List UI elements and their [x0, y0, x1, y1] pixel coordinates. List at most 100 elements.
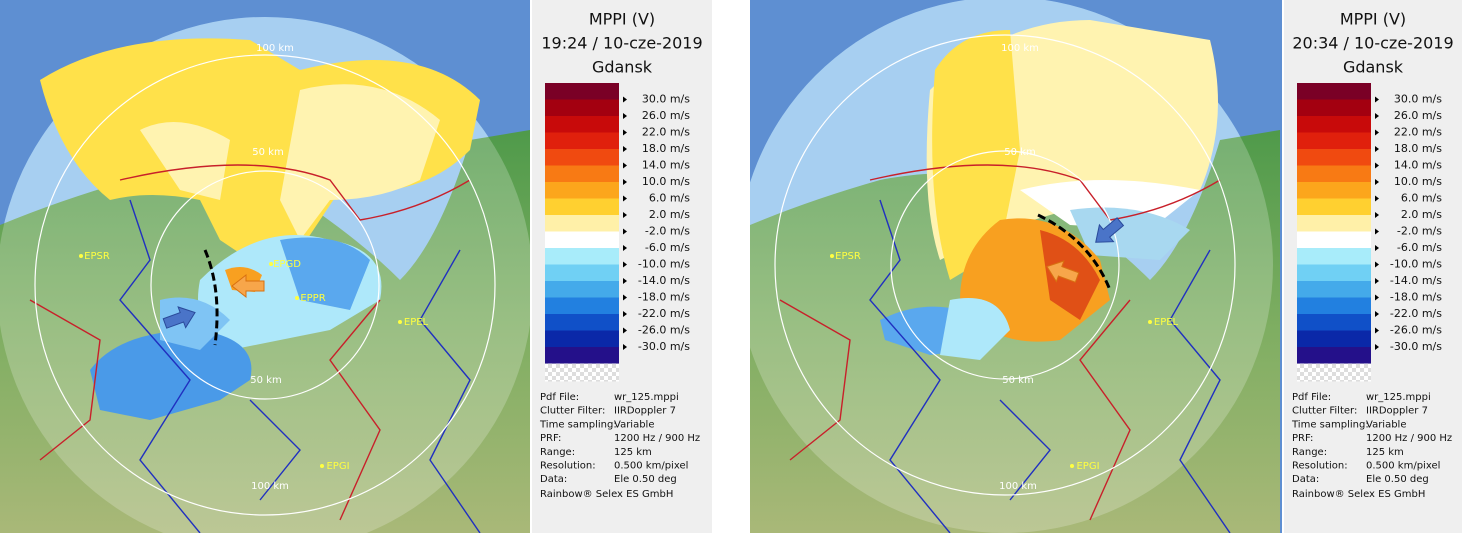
- border-line: [119, 164, 471, 221]
- legend-label: -10.0 m/s: [1390, 258, 1442, 271]
- legend-label: 26.0 m/s: [642, 109, 690, 122]
- station-label: EPSR: [835, 251, 861, 262]
- flow-arrow: [1095, 217, 1125, 243]
- legend-label: -26.0 m/s: [638, 324, 690, 337]
- legend-tick: [623, 162, 627, 169]
- info-value: 1200 Hz / 900 Hz: [614, 433, 700, 444]
- legend-tick: [623, 195, 627, 202]
- info-key: Pdf File:: [1292, 392, 1331, 403]
- legend-transparent: [545, 363, 619, 382]
- info-value: 0.500 km/pixel: [1366, 461, 1440, 472]
- legend-label: -14.0 m/s: [1390, 274, 1442, 287]
- legend-tick: [1375, 179, 1379, 185]
- legend-label: 30.0 m/s: [1394, 93, 1442, 106]
- border-line: [329, 299, 381, 521]
- legend-swatch: [545, 182, 619, 199]
- echo-area: [160, 297, 230, 350]
- legend-label: 2.0 m/s: [649, 208, 690, 221]
- legend-swatch: [1297, 99, 1371, 117]
- range-ring: [890, 150, 1120, 380]
- info-value: IIRDoppler 7: [614, 406, 676, 417]
- radar-map: 100 km 50 km EPSR EPGD EPPR EPEL 50 km 100 km EP…: [0, 0, 530, 533]
- legend-tick: [1375, 311, 1379, 317]
- info-key: Time sampling:: [1291, 419, 1369, 430]
- info-key: Range:: [1292, 447, 1327, 458]
- legend-swatch: [545, 149, 619, 166]
- range-label: 100 km: [999, 481, 1037, 492]
- info-value: Variable: [614, 419, 655, 430]
- legend-tick: [1375, 96, 1379, 103]
- legend-tick: [1375, 294, 1379, 301]
- station-dot: [295, 296, 299, 300]
- legend-tick: [623, 129, 627, 136]
- legend-label: -14.0 m/s: [638, 274, 690, 287]
- legend-label: 26.0 m/s: [1394, 109, 1442, 122]
- legend-tick: [623, 294, 627, 301]
- legend-label: -26.0 m/s: [1390, 324, 1442, 337]
- range-label: 100 km: [256, 43, 294, 54]
- range-ring: [774, 34, 1236, 496]
- legend-label: 6.0 m/s: [1401, 192, 1442, 205]
- panel-title: 19:24 / 10-cze-2019: [541, 34, 702, 53]
- legend-tick: [623, 261, 627, 268]
- info-value: Variable: [1366, 419, 1407, 430]
- info-value: wr_125.mppi: [1366, 392, 1431, 403]
- echo-area: [90, 330, 252, 420]
- legend-tick: [1375, 146, 1379, 152]
- radar-map: 100 km 50 km EPSR EPEL 50 km 100 km EPGI: [750, 0, 1282, 533]
- range-label: 50 km: [1002, 375, 1033, 386]
- panel-title: MPPI (V): [589, 10, 655, 29]
- echo-area: [280, 84, 440, 241]
- border-line: [249, 399, 301, 501]
- border-line: [999, 399, 1051, 501]
- legend-tick: [623, 96, 627, 103]
- front-line: [203, 249, 219, 346]
- legend-label: 22.0 m/s: [1394, 126, 1442, 139]
- legend-swatch: [1297, 165, 1371, 183]
- legend-tick: [1375, 327, 1379, 334]
- info-value: wr_125.mppi: [614, 392, 679, 403]
- legend-label: 14.0 m/s: [1394, 159, 1442, 172]
- info-key: Time sampling:: [539, 419, 617, 430]
- legend-swatch: [1297, 231, 1371, 249]
- echo-area: [1070, 207, 1190, 260]
- legend-swatch: [1297, 198, 1371, 216]
- legend-label: -2.0 m/s: [645, 225, 690, 238]
- station-dot: [398, 320, 402, 324]
- legend-label: 22.0 m/s: [642, 126, 690, 139]
- legend-tick: [623, 344, 627, 350]
- legend-tick: [1375, 162, 1379, 169]
- station-label: EPSR: [84, 251, 110, 262]
- range-ring: [34, 54, 496, 516]
- legend-swatch: [545, 83, 619, 100]
- legend-swatch: [1297, 182, 1371, 199]
- echo-area: [140, 122, 230, 200]
- footer: Rainbow® Selex ES GmbH: [540, 489, 673, 500]
- legend-swatch: [545, 165, 619, 183]
- legend-label: 2.0 m/s: [1401, 208, 1442, 221]
- legend-label: 18.0 m/s: [1394, 142, 1442, 155]
- range-label: 100 km: [1001, 43, 1039, 54]
- legend-label: -22.0 m/s: [638, 307, 690, 320]
- legend-label: 6.0 m/s: [649, 192, 690, 205]
- footer: Rainbow® Selex ES GmbH: [1292, 489, 1425, 500]
- legend-swatch: [545, 215, 619, 232]
- legend-swatch: [1297, 248, 1371, 265]
- legend-swatch: [545, 99, 619, 117]
- station-label: EPGI: [1076, 461, 1099, 472]
- legend-label: -6.0 m/s: [1397, 241, 1442, 254]
- legend-tick: [623, 245, 627, 251]
- info-key: Range:: [540, 447, 575, 458]
- legend-label: 18.0 m/s: [642, 142, 690, 155]
- legend-swatch: [545, 116, 619, 133]
- legend-swatch: [545, 132, 619, 150]
- legend-label: -6.0 m/s: [645, 241, 690, 254]
- info-value: IIRDoppler 7: [1366, 406, 1428, 417]
- info-key: Clutter Filter:: [1292, 406, 1357, 417]
- legend-tick: [1375, 344, 1379, 350]
- info-value: Ele 0.50 deg: [614, 474, 677, 485]
- info-key: Resolution:: [540, 461, 596, 472]
- border-line: [29, 299, 101, 461]
- info-value: 125 km: [1366, 447, 1404, 458]
